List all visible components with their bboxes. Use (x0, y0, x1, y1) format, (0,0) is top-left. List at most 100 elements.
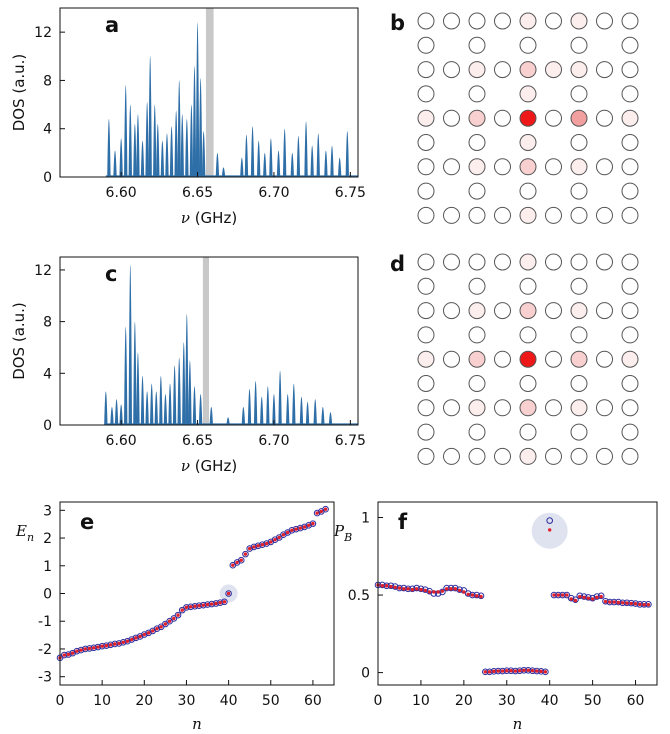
data-point (597, 592, 605, 600)
data-point (302, 525, 307, 529)
x-tick-label: 60 (304, 693, 322, 709)
highlight-band (205, 8, 214, 177)
x-tick-label: 0 (56, 693, 65, 709)
dos-peak (324, 150, 328, 177)
dos-peak (256, 140, 261, 177)
data-point (569, 597, 573, 601)
lattice-site (621, 399, 639, 417)
lattice-site (519, 253, 537, 271)
data-point (83, 647, 87, 651)
lattice-site (545, 350, 562, 368)
dos-peak (119, 138, 123, 177)
lattice-site (519, 182, 537, 200)
data-point (155, 627, 159, 631)
data-point (389, 584, 393, 589)
dos-peak (174, 110, 178, 177)
lattice-site (596, 447, 613, 465)
lattice-site (494, 447, 511, 465)
dos-peak (168, 383, 172, 425)
dos-peak (215, 152, 220, 177)
lattice-site (519, 302, 537, 320)
lattice-site (468, 423, 486, 441)
dos-peak (337, 157, 342, 177)
data-point (172, 616, 176, 621)
data-point (146, 631, 151, 635)
data-point (290, 528, 294, 532)
data-point (218, 600, 222, 605)
lattice-site (570, 253, 588, 271)
lattice-site (519, 447, 537, 465)
data-point (79, 648, 83, 652)
data-point (298, 526, 302, 530)
data-point (69, 649, 76, 657)
data-point (263, 540, 270, 547)
lattice-site (468, 447, 486, 465)
data-point (384, 584, 389, 588)
data-point (180, 608, 184, 612)
lattice-site (519, 36, 537, 54)
panel-f: 0 10 20 30 40 50 60 0 0.5 1 f n PB (333, 501, 658, 733)
y-tick-label: 0.5 (348, 588, 370, 604)
lattice-site (621, 206, 639, 224)
data-point (406, 587, 410, 591)
data-point (125, 639, 130, 643)
lattice-site (570, 326, 588, 344)
lattice-site (596, 399, 613, 417)
data-point (184, 605, 189, 610)
lattice-site (545, 447, 562, 465)
lattice-site (443, 61, 460, 79)
data-point (517, 669, 522, 673)
data-point (222, 600, 227, 604)
dos-peak (136, 114, 140, 177)
dos-peak (192, 386, 197, 425)
x-tick-label: 6.65 (182, 433, 213, 449)
x-tick-label: 6.60 (106, 185, 137, 201)
data-point (492, 669, 496, 674)
data-point (315, 511, 319, 515)
data-point (285, 530, 290, 535)
dos-peak (290, 152, 294, 177)
data-point (225, 590, 232, 597)
data-point (256, 544, 260, 548)
x-tick-label: 20 (135, 693, 153, 709)
data-point (62, 653, 66, 657)
data-point (235, 560, 239, 565)
plot-frame (377, 501, 658, 686)
dos-peak (266, 386, 270, 425)
lattice-site (417, 85, 435, 103)
dos-peak (292, 383, 296, 425)
lattice-site (570, 158, 588, 176)
data-point (242, 550, 249, 558)
lattice-site (417, 134, 435, 151)
data-point (153, 625, 161, 633)
data-point (522, 668, 526, 672)
lattice-site (417, 253, 435, 271)
dos-peak (198, 78, 203, 177)
lattice-site (621, 302, 639, 320)
lattice-site (519, 375, 537, 392)
data-point (96, 645, 100, 649)
lattice-site (570, 206, 588, 224)
lattice-site (596, 12, 613, 30)
data-point (642, 602, 646, 607)
x-tick-label: 6.70 (258, 433, 289, 449)
dos-peak (159, 375, 163, 425)
data-point (453, 587, 457, 591)
y-tick-label: 0 (43, 170, 52, 186)
y-tick-label: 3 (43, 503, 52, 519)
data-point (239, 558, 243, 562)
lattice-site (417, 36, 435, 54)
lattice-site (468, 61, 486, 79)
lattice-site (417, 447, 435, 465)
data-point (646, 602, 651, 607)
data-point (170, 615, 178, 622)
x-axis-label: ν (GHz) (181, 209, 237, 227)
data-point (567, 594, 575, 602)
data-point (546, 517, 553, 524)
dos-peak (209, 406, 213, 425)
dos-peak (148, 56, 152, 177)
dos-peak (241, 406, 246, 425)
dos-peak (330, 145, 334, 177)
lattice-site (621, 12, 639, 30)
